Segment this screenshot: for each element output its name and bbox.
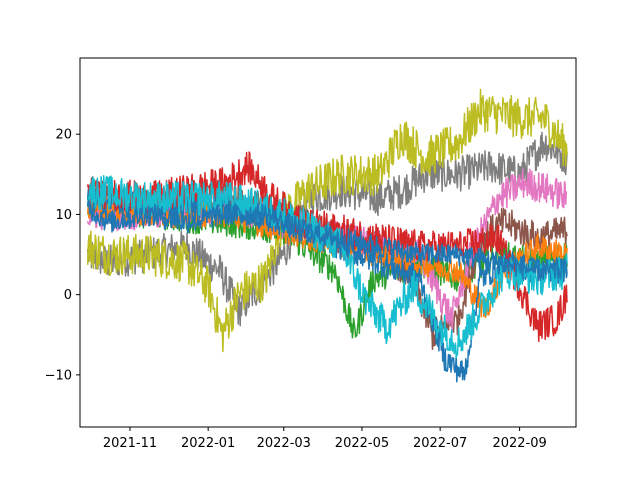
y-tick-label: 10	[55, 208, 72, 223]
y-tick-label: −10	[45, 368, 72, 383]
x-axis: 2021-11 2022-01 2022-03 2022-05 2022-07 2022-…	[103, 427, 547, 451]
y-tick-label: 0	[64, 288, 72, 303]
y-axis: 20 10 0 −10	[45, 128, 80, 383]
x-tick-label: 2021-11	[103, 436, 157, 451]
series-layer	[86, 88, 568, 383]
x-tick-label: 2022-03	[257, 436, 311, 451]
y-tick-label: 20	[55, 128, 72, 143]
series-line-2	[86, 88, 568, 353]
series-line-10	[86, 199, 568, 283]
x-tick-label: 2022-01	[181, 436, 235, 451]
x-tick-label: 2022-07	[413, 436, 467, 451]
x-tick-label: 2022-05	[335, 436, 389, 451]
series-line-1	[86, 131, 568, 327]
x-tick-label: 2022-09	[492, 436, 546, 451]
series-line-9	[86, 175, 568, 359]
plot-frame	[79, 57, 577, 428]
